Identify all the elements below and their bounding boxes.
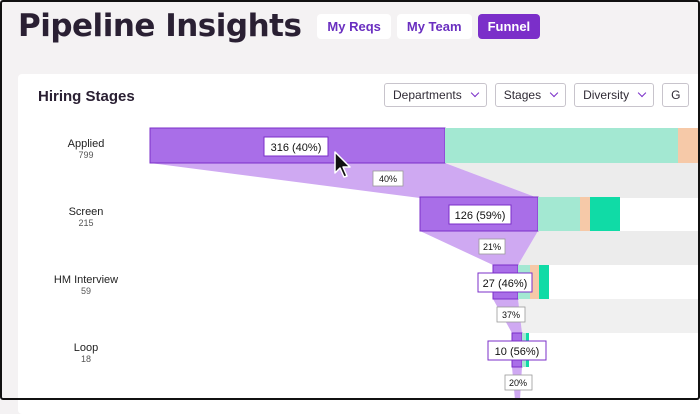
page-title: Pipeline Insights bbox=[18, 8, 302, 44]
stage-label-loop: Loop 18 bbox=[26, 342, 146, 364]
bar-applied-rejected[interactable] bbox=[445, 128, 678, 163]
conversion-label-box bbox=[504, 374, 533, 391]
tab-my-team[interactable]: My Team bbox=[396, 13, 472, 39]
conversion-label-hm: 37% bbox=[502, 310, 520, 320]
conversion-label-box bbox=[372, 170, 404, 187]
conversion-label-box bbox=[478, 238, 506, 255]
advanced-label-loop: 10 (56%) bbox=[495, 346, 540, 358]
mouse-pointer-icon bbox=[334, 151, 351, 178]
page-header: Pipeline Insights My Reqs My Team Funnel bbox=[18, 6, 541, 46]
departments-filter[interactable]: Departments bbox=[384, 83, 487, 107]
extra-filter-label: G bbox=[671, 88, 681, 102]
diversity-filter-label: Diversity bbox=[583, 88, 630, 102]
stage-label-screen: Screen 215 bbox=[26, 206, 146, 228]
filter-bar: Departments Stages Diversity G bbox=[384, 83, 697, 107]
tab-my-reqs[interactable]: My Reqs bbox=[317, 13, 391, 39]
conversion-label-applied: 40% bbox=[379, 174, 397, 184]
stage-count: 59 bbox=[80, 286, 91, 296]
stage-label-hm-interview: HM Interview 59 bbox=[26, 274, 146, 296]
advanced-label-box bbox=[487, 340, 547, 361]
bar-applied-withdrawn[interactable] bbox=[678, 128, 700, 163]
stage-label-applied: Applied 799 bbox=[26, 138, 146, 160]
stage-name: Applied bbox=[67, 138, 105, 150]
conversion-label-loop: 20% bbox=[509, 378, 527, 388]
advanced-label-screen: 126 (59%) bbox=[455, 210, 506, 222]
conversion-label-screen: 21% bbox=[483, 242, 501, 252]
bar-screen-rejected[interactable] bbox=[538, 197, 580, 231]
flow-advance-applied bbox=[150, 163, 538, 198]
advanced-label-hm: 27 (46%) bbox=[483, 278, 528, 290]
stage-count: 18 bbox=[80, 354, 91, 364]
tab-funnel[interactable]: Funnel bbox=[477, 13, 541, 39]
bar-screen-active[interactable] bbox=[590, 197, 620, 231]
bar-hm-active[interactable] bbox=[539, 265, 549, 299]
flow-dropoff-screen bbox=[518, 231, 700, 265]
advanced-label-applied: 316 (40%) bbox=[271, 142, 322, 154]
stage-count: 799 bbox=[78, 150, 94, 160]
advanced-label-box bbox=[477, 272, 533, 293]
diversity-filter[interactable]: Diversity bbox=[574, 83, 655, 107]
bar-screen-withdrawn[interactable] bbox=[580, 197, 590, 231]
advanced-label-box bbox=[263, 136, 329, 157]
stage-name: Screen bbox=[68, 206, 104, 218]
stages-filter-label: Stages bbox=[503, 88, 542, 102]
conversion-label-box bbox=[496, 306, 526, 323]
flow-dropoff-hm bbox=[518, 299, 700, 333]
flow-dropoff-applied bbox=[445, 163, 700, 198]
bar-hm-withdrawn[interactable] bbox=[530, 265, 539, 299]
stage-count: 215 bbox=[78, 218, 94, 228]
stages-filter[interactable]: Stages bbox=[494, 83, 567, 107]
stage-name: Loop bbox=[73, 342, 99, 354]
card-title: Hiring Stages bbox=[38, 88, 135, 105]
extra-filter[interactable]: G bbox=[662, 83, 690, 107]
advanced-label-box bbox=[448, 204, 512, 225]
funnel-chart: 316 (40%) 126 (59%) 27 (46%) 10 (56%) 40… bbox=[149, 127, 700, 400]
departments-filter-label: Departments bbox=[393, 88, 462, 102]
stage-name: HM Interview bbox=[53, 274, 119, 286]
